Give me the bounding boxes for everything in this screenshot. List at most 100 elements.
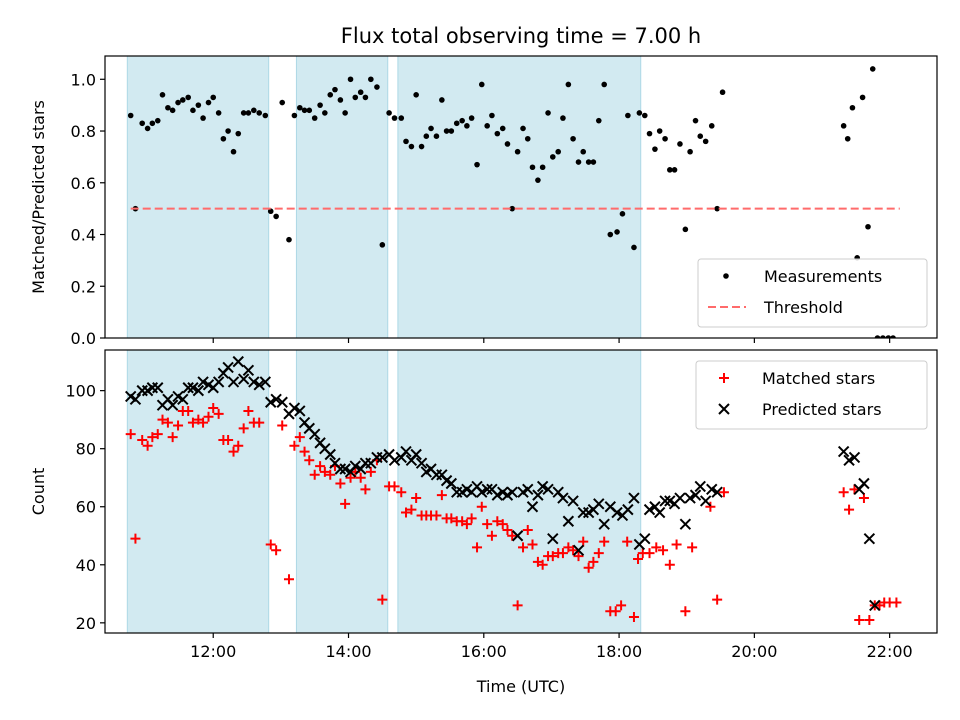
measurement-point: [322, 110, 328, 116]
matched-stars-point: [628, 612, 639, 623]
predicted-stars-point: [526, 501, 539, 513]
predicted-stars-point: [182, 382, 194, 394]
measurement-point: [524, 135, 531, 142]
measurement-point: [210, 94, 217, 101]
matched-stars-point: [522, 524, 533, 535]
matched-stars-point: [891, 597, 902, 608]
legend-label: Predicted stars: [762, 400, 882, 419]
measurement-point: [625, 112, 631, 119]
predicted-stars-point: [265, 396, 277, 408]
y-tick-label: 40: [76, 556, 96, 575]
predicted-stars-point: [532, 489, 544, 501]
measurement-point: [139, 120, 146, 127]
matched-stars-point: [315, 461, 326, 472]
matched-stars-point: [299, 446, 310, 457]
matched-stars-point: [173, 420, 184, 431]
predicted-stars-point: [212, 376, 225, 388]
y-axis-label: Count: [29, 468, 48, 516]
measurement-point: [352, 94, 359, 101]
matched-stars-point: [125, 429, 136, 440]
measurement-point: [368, 76, 374, 83]
predicted-stars-point: [679, 518, 692, 530]
measurement-point: [565, 81, 572, 88]
matched-stars-point: [492, 516, 503, 527]
predicted-stars-point: [481, 483, 493, 496]
matched-stars-point: [431, 510, 442, 521]
matched-stars-point: [187, 417, 198, 428]
matched-stars-point: [271, 545, 282, 556]
measurement-point: [327, 92, 334, 98]
predicted-stars-point: [152, 382, 164, 394]
measurement-point: [267, 208, 274, 215]
matched-stars-point: [294, 432, 305, 443]
measurement-point: [337, 97, 344, 103]
measurement-point: [560, 115, 566, 121]
predicted-stars-point: [542, 483, 554, 496]
measurement-point: [499, 125, 506, 132]
measurement-point: [509, 205, 516, 212]
measurement-point: [317, 102, 323, 108]
predicted-stars-point: [547, 532, 559, 545]
measurement-point: [595, 117, 602, 124]
matched-stars-point: [844, 504, 855, 515]
measurement-point: [844, 135, 851, 142]
x-tick-label: 16:00: [461, 642, 507, 661]
predicted-stars-point: [349, 460, 361, 472]
matched-stars-point: [658, 545, 669, 556]
measurement-point: [662, 135, 668, 142]
predicted-stars-point: [445, 477, 458, 490]
measurement-point: [418, 143, 425, 150]
matched-stars-point: [578, 536, 589, 547]
matched-stars-point: [365, 466, 376, 477]
matched-stars-point: [183, 405, 194, 416]
measurement-point: [859, 94, 866, 101]
matched-stars-point: [198, 417, 209, 428]
matched-stars-point: [152, 429, 163, 440]
matched-stars-point: [527, 539, 538, 550]
matched-stars-point: [583, 562, 594, 573]
matched-stars-point: [497, 519, 508, 530]
predicted-stars-point: [506, 486, 518, 498]
predicted-stars-point: [242, 364, 255, 377]
matched-stars-point: [610, 606, 621, 617]
predicted-stars-point: [376, 451, 389, 464]
measurement-point: [423, 133, 430, 140]
predicted-stars-point: [699, 495, 712, 507]
measurement-point: [529, 164, 536, 171]
measurement-point: [175, 99, 181, 106]
matched-stars-point: [396, 487, 407, 498]
measurement-point: [220, 135, 227, 142]
measurement-point: [256, 110, 263, 116]
matched-stars-point: [651, 542, 662, 553]
measurement-point: [874, 335, 881, 338]
predicted-stars-point: [567, 495, 579, 507]
y-tick-label: 0.0: [71, 329, 96, 348]
y-tick-label: 1.0: [71, 70, 96, 89]
measurement-point: [607, 231, 614, 238]
matched-stars-point: [238, 423, 249, 434]
measurement-point: [379, 242, 386, 248]
predicted-stars-point: [248, 376, 260, 388]
predicted-stars-point: [572, 544, 585, 556]
predicted-stars-point: [858, 477, 870, 490]
matched-stars-point: [599, 536, 610, 547]
matched-stars-point: [208, 403, 219, 414]
matched-stars-point: [547, 551, 558, 562]
measurement-point: [159, 92, 166, 98]
matched-stars-point: [705, 501, 716, 512]
measurement-point: [262, 112, 269, 119]
matched-stars-point: [340, 498, 351, 509]
measurement-point: [374, 84, 380, 90]
matched-stars-point: [573, 551, 584, 562]
predicted-stars-point: [222, 361, 234, 374]
measurement-point: [306, 107, 313, 114]
x-axis-label: Time (UTC): [476, 677, 565, 696]
measurement-point: [311, 115, 318, 121]
measurement-point: [286, 236, 292, 243]
y-tick-label: 0.8: [71, 122, 96, 141]
y-axis-label: Matched/Predicted stars: [29, 100, 48, 294]
legend: Measurements Threshold: [697, 258, 928, 328]
chart-title: Flux total observing time = 7.00 h: [341, 24, 701, 48]
measurement-point: [570, 135, 576, 142]
measurement-point: [708, 123, 715, 129]
